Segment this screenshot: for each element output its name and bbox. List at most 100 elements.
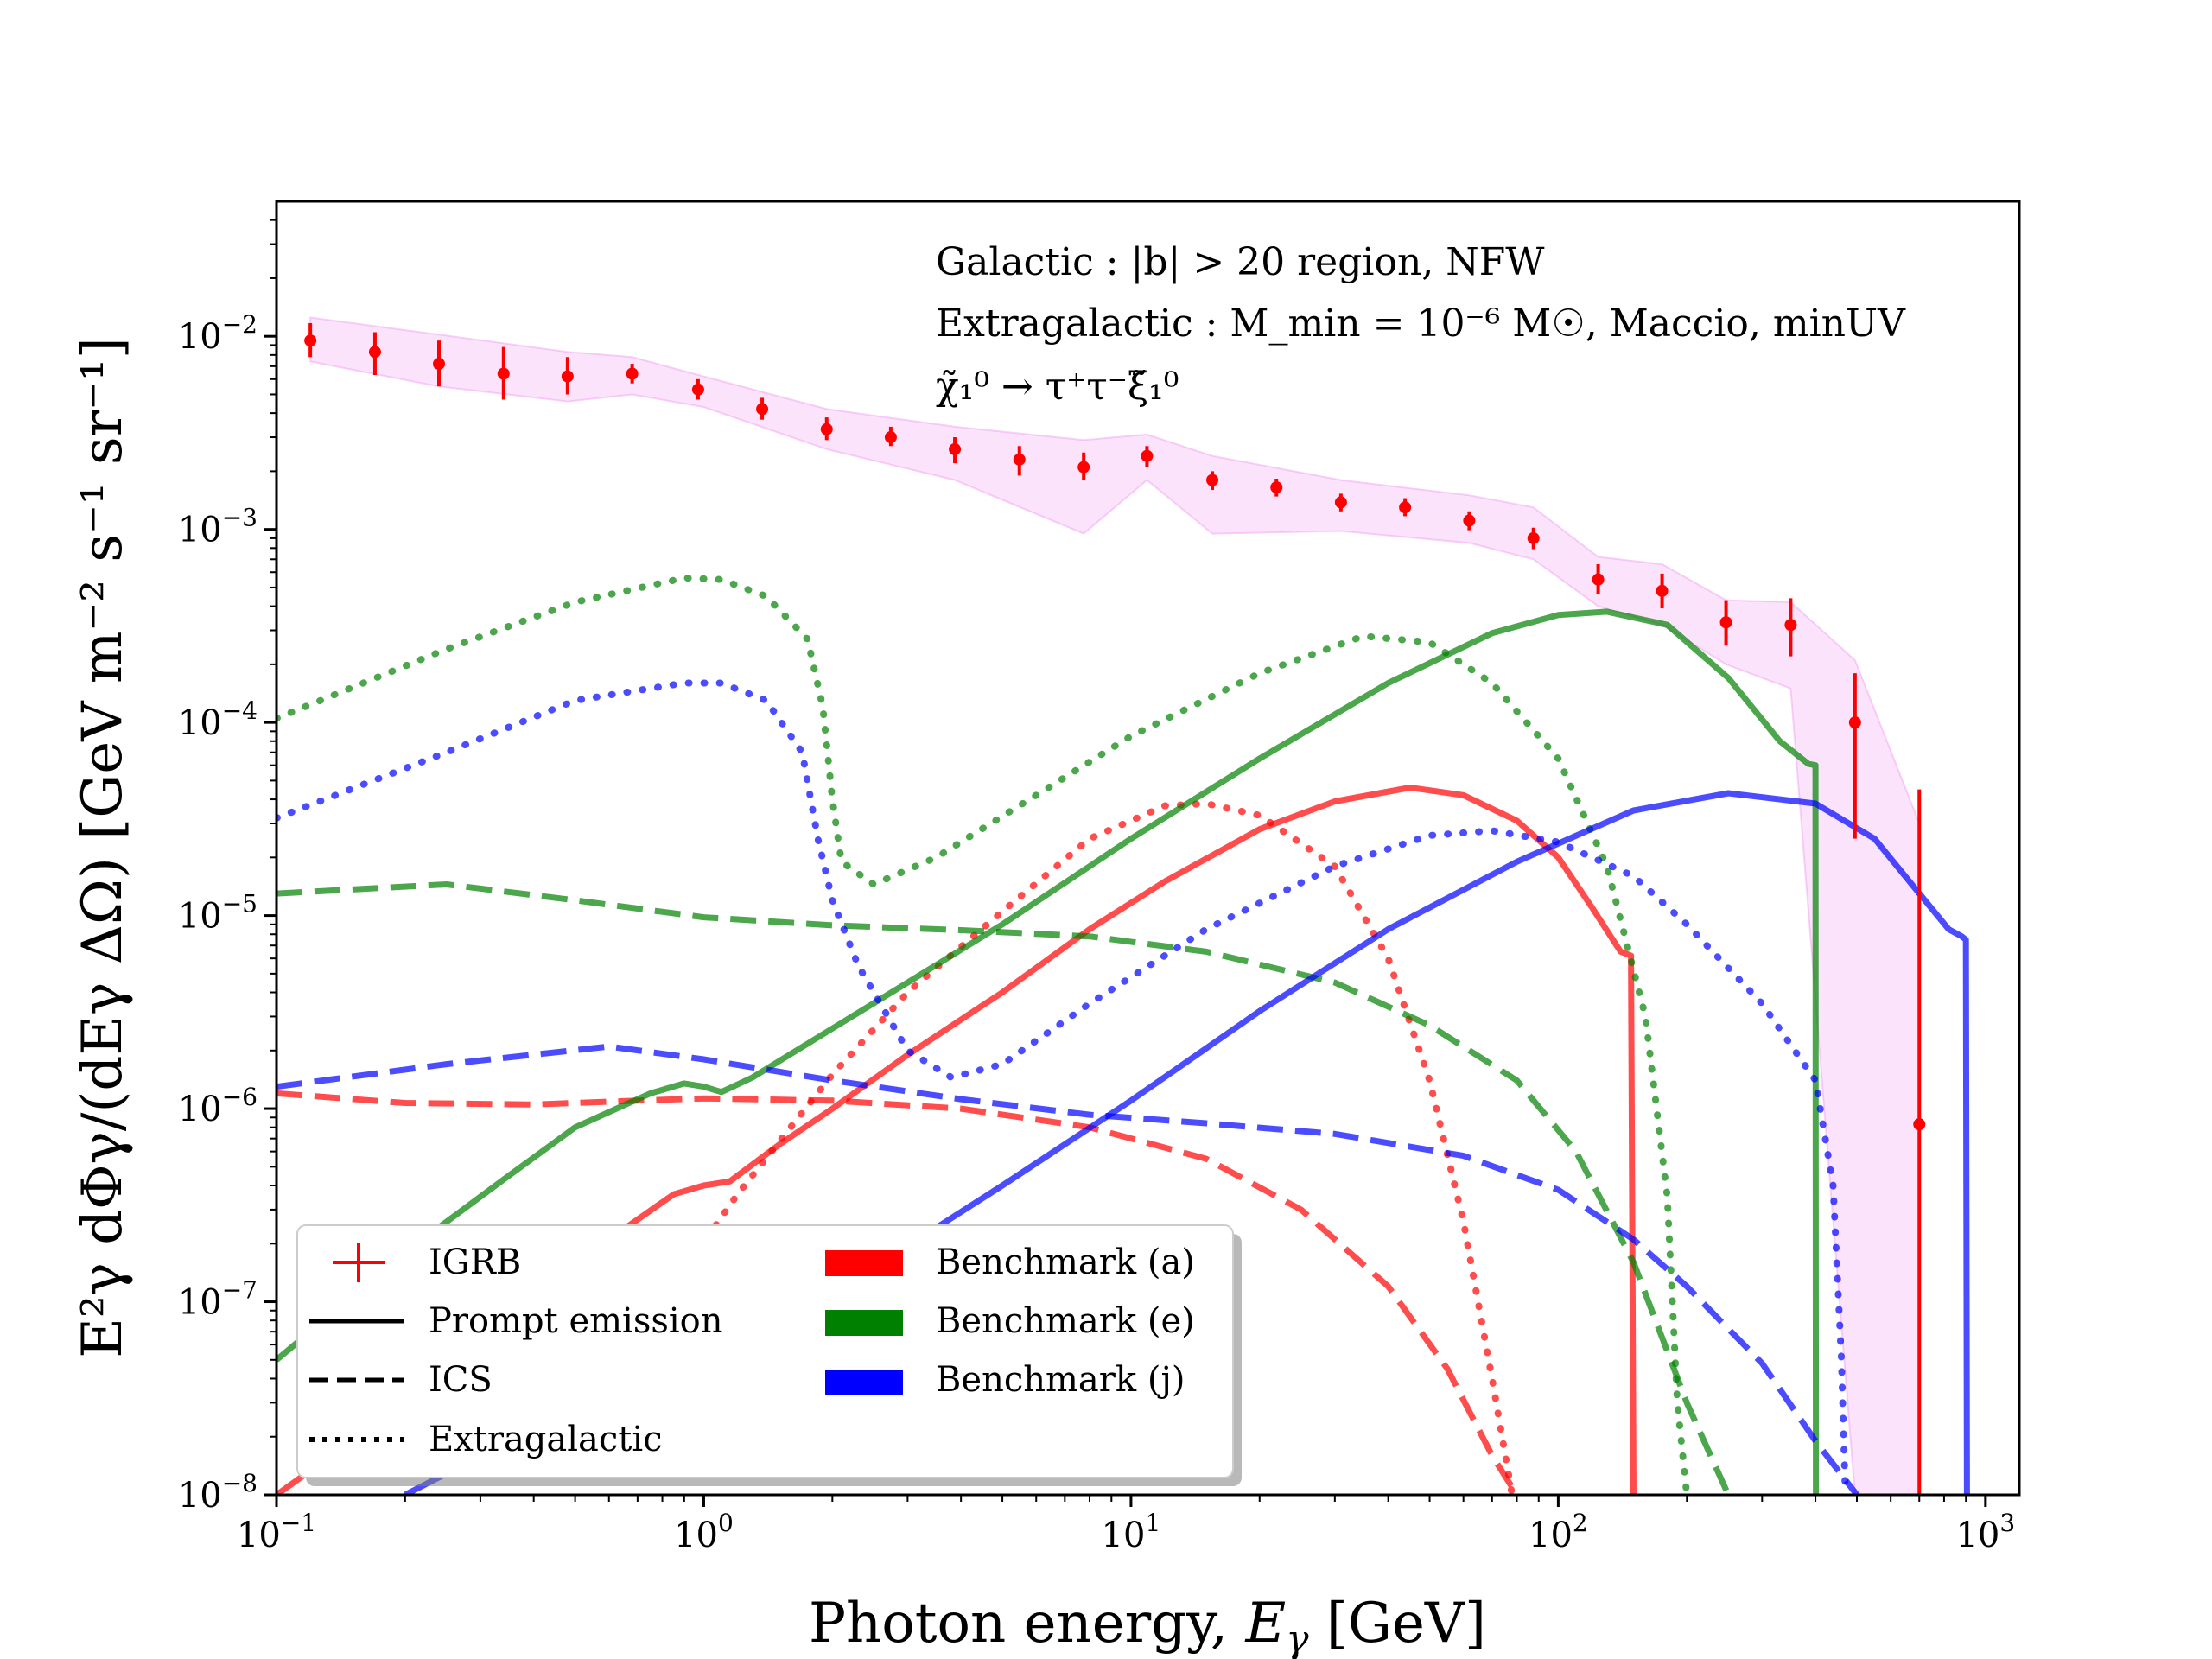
- igrb-point-2: [433, 340, 445, 387]
- igrb-marker-5: [626, 367, 639, 380]
- igrb-marker-3: [497, 367, 510, 380]
- y-tick-label-4: 10−4: [178, 696, 257, 743]
- igrb-band-layer: [309, 316, 1921, 1495]
- igrb-point-14: [1206, 471, 1219, 491]
- series-ics-a: [276, 1090, 1520, 1495]
- y-tick-label-3: 10−5: [178, 890, 257, 937]
- y-tick-label-0: 10−8: [178, 1469, 257, 1516]
- legend-benchmark-e-label: Benchmark (e): [936, 1301, 1195, 1341]
- plot-frame: [275, 200, 2021, 1497]
- igrb-marker-17: [1399, 501, 1412, 514]
- igrb-marker-0: [304, 334, 317, 347]
- igrb-point-20: [1592, 563, 1605, 595]
- igrb-marker-10: [949, 442, 962, 455]
- y-tick-label-5: 10−3: [178, 504, 257, 550]
- igrb-point-0: [304, 322, 317, 358]
- igrb-marker-24: [1848, 716, 1861, 729]
- igrb-point-5: [626, 364, 639, 384]
- series-ics-j: [276, 1043, 1859, 1495]
- igrb-point-15: [1270, 479, 1283, 497]
- annotation-galactic: Galactic : |b| > 20 region, NFW: [936, 240, 1545, 284]
- y-tick-label-2: 10−6: [178, 1083, 257, 1129]
- annotation-decay-channel: χ̃₁⁰ → τ⁺τ⁻ξ̃₁⁰: [936, 365, 1179, 409]
- igrb-point-11: [1013, 446, 1026, 476]
- igrb-marker-1: [368, 346, 381, 359]
- igrb-point-18: [1463, 511, 1476, 531]
- y-axis-ticks: 10−8 10−7 10−6 10−5 10−4 10−3 10−2: [178, 219, 276, 1516]
- annotation-extragalactic: Extragalactic : M_min = 10⁻⁶ M☉, Maccio,…: [936, 302, 1906, 346]
- legend: IGRB Prompt emission ICS Extragalactic B…: [296, 1224, 1242, 1486]
- igrb-marker-11: [1013, 453, 1026, 466]
- x-axis-title-var: E: [1244, 1592, 1286, 1656]
- legend-benchmark-j-swatch: [825, 1370, 903, 1395]
- igrb-point-9: [884, 426, 897, 447]
- legend-benchmark-a-label: Benchmark (a): [936, 1243, 1195, 1282]
- legend-benchmark-a-swatch: [825, 1250, 903, 1276]
- y-tick-label-1: 10−7: [178, 1276, 257, 1323]
- igrb-marker-22: [1719, 616, 1732, 629]
- igrb-point-13: [1141, 446, 1154, 467]
- igrb-point-22: [1719, 600, 1732, 646]
- igrb-marker-19: [1527, 531, 1540, 544]
- igrb-point-12: [1077, 452, 1090, 480]
- y-axis-title: E²γ dΦγ/(dEγ ΔΩ) [GeV m⁻² s⁻¹ sr⁻¹]: [71, 337, 135, 1358]
- igrb-marker-25: [1913, 1118, 1926, 1131]
- igrb-marker-4: [561, 370, 574, 383]
- igrb-marker-20: [1592, 573, 1605, 586]
- igrb-point-21: [1656, 573, 1669, 609]
- series-prompt-e: [276, 608, 1820, 1495]
- igrb-marker-7: [756, 403, 769, 416]
- igrb-point-19: [1527, 527, 1540, 550]
- igrb-point-8: [820, 417, 833, 441]
- legend-prompt-label: Prompt emission: [429, 1301, 723, 1341]
- legend-box: [296, 1224, 1234, 1478]
- series-extragalactic-e: [276, 574, 1691, 1495]
- igrb-marker-6: [691, 383, 704, 396]
- igrb-marker-21: [1656, 584, 1669, 597]
- x-axis-ticks: 10−1 100 101 102 103: [237, 1495, 2015, 1555]
- igrb-marker-15: [1270, 481, 1283, 494]
- igrb-marker-9: [884, 431, 897, 444]
- igrb-marker-2: [433, 358, 445, 371]
- igrb-point-3: [497, 346, 510, 400]
- series-prompt-a: [276, 785, 1637, 1495]
- igrb-point-4: [561, 357, 574, 395]
- igrb-point-1: [368, 332, 381, 376]
- legend-ics-label: ICS: [429, 1360, 493, 1400]
- series-layer: [276, 574, 1970, 1495]
- igrb-point-17: [1399, 498, 1412, 517]
- igrb-marker-8: [820, 423, 833, 435]
- x-tick-label-3: 102: [1529, 1509, 1588, 1555]
- igrb-marker-12: [1077, 461, 1090, 474]
- igrb-point-16: [1334, 493, 1347, 512]
- igrb-point-7: [756, 397, 769, 420]
- x-axis-title-unit: [GeV]: [1309, 1592, 1487, 1656]
- legend-extragalactic-label: Extragalactic: [429, 1420, 663, 1459]
- svg-text:Photon energy, Eγ [GeV]: Photon energy, Eγ [GeV]: [809, 1592, 1486, 1659]
- igrb-points-layer: [304, 322, 1926, 1495]
- x-axis-title-prefix: Photon energy,: [809, 1592, 1246, 1656]
- igrb-marker-14: [1206, 474, 1219, 486]
- x-tick-label-0: 10−1: [237, 1509, 316, 1555]
- igrb-point-6: [691, 378, 704, 400]
- igrb-uncertainty-band: [309, 316, 1921, 1495]
- igrb-point-25: [1913, 789, 1926, 1495]
- igrb-marker-13: [1141, 449, 1154, 462]
- igrb-marker-18: [1463, 514, 1476, 527]
- y-tick-label-6: 10−2: [178, 310, 257, 357]
- legend-benchmark-j-label: Benchmark (j): [936, 1360, 1185, 1400]
- series-ics-e: [276, 881, 1732, 1495]
- x-axis-title: Photon energy, Eγ [GeV]: [809, 1592, 1486, 1659]
- igrb-point-23: [1784, 598, 1797, 657]
- igrb-point-10: [949, 437, 962, 464]
- series-extragalactic-j: [276, 679, 1849, 1495]
- legend-igrb-label: IGRB: [429, 1243, 521, 1282]
- igrb-marker-23: [1784, 619, 1797, 632]
- x-axis-title-sub: γ: [1286, 1618, 1309, 1659]
- igrb-point-24: [1848, 673, 1861, 839]
- x-tick-label-1: 100: [674, 1509, 734, 1555]
- igrb-marker-16: [1334, 496, 1347, 509]
- legend-benchmark-e-swatch: [825, 1310, 903, 1336]
